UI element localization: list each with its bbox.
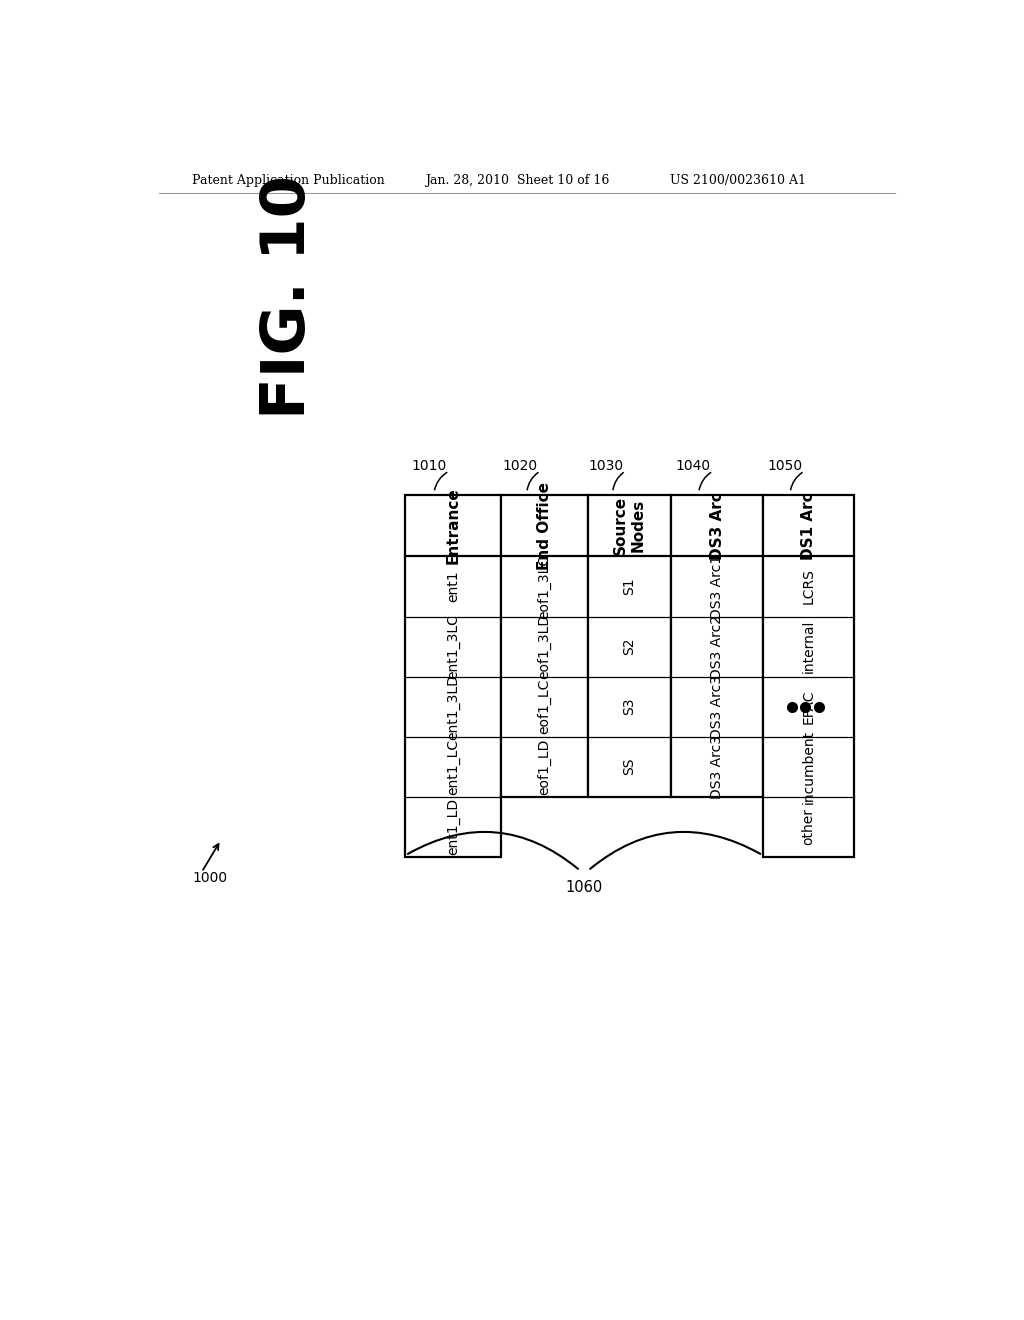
- Text: eof1_LD: eof1_LD: [538, 738, 551, 795]
- Text: SS: SS: [623, 758, 637, 775]
- Text: EFAC: EFAC: [802, 689, 815, 723]
- Text: Jan. 28, 2010  Sheet 10 of 16: Jan. 28, 2010 Sheet 10 of 16: [425, 174, 609, 187]
- Text: 1040: 1040: [676, 458, 711, 473]
- Text: incumbent: incumbent: [802, 730, 815, 804]
- Text: ent1_3LC: ent1_3LC: [446, 614, 460, 678]
- Text: Patent Application Publication: Patent Application Publication: [193, 174, 385, 187]
- Text: LCRS: LCRS: [802, 569, 815, 605]
- Text: 1010: 1010: [412, 458, 446, 473]
- Text: Source
Nodes: Source Nodes: [613, 496, 645, 556]
- Text: S3: S3: [623, 698, 637, 715]
- Text: 1030: 1030: [588, 458, 624, 473]
- Text: ent1_3LD: ent1_3LD: [446, 673, 460, 739]
- Text: DS3 Arc2: DS3 Arc2: [710, 615, 724, 678]
- Text: ent1_LD: ent1_LD: [446, 799, 460, 855]
- Text: S2: S2: [623, 638, 637, 655]
- Text: DS3 Arc: DS3 Arc: [710, 492, 725, 560]
- Bar: [406, 495, 501, 857]
- Bar: [588, 495, 672, 797]
- Text: 1060: 1060: [565, 880, 603, 895]
- Bar: [672, 495, 763, 797]
- Text: eof1_LC: eof1_LC: [538, 678, 551, 734]
- Text: internal: internal: [802, 620, 815, 673]
- Bar: [501, 495, 588, 797]
- Text: other: other: [802, 808, 815, 845]
- Text: FIG. 10: FIG. 10: [259, 176, 317, 418]
- Text: 1000: 1000: [193, 871, 227, 886]
- Text: ent1_LC: ent1_LC: [446, 739, 460, 795]
- Text: US 2100/0023610 A1: US 2100/0023610 A1: [671, 174, 807, 187]
- Text: eof1_3LD: eof1_3LD: [538, 614, 551, 680]
- Text: 1020: 1020: [503, 458, 538, 473]
- Text: 1050: 1050: [767, 458, 802, 473]
- Text: End Office: End Office: [537, 482, 552, 570]
- Text: DS3 Arc1: DS3 Arc1: [710, 554, 724, 619]
- Text: DS3 Arc3: DS3 Arc3: [710, 675, 724, 739]
- Text: DS3 Arc3: DS3 Arc3: [710, 735, 724, 799]
- Text: DS1 Arc: DS1 Arc: [801, 492, 816, 560]
- Text: eof1_3LC: eof1_3LC: [538, 554, 551, 619]
- Text: S1: S1: [623, 578, 637, 595]
- Text: Entrance: Entrance: [445, 487, 461, 564]
- Bar: [763, 495, 854, 857]
- Text: ent1: ent1: [446, 570, 460, 602]
